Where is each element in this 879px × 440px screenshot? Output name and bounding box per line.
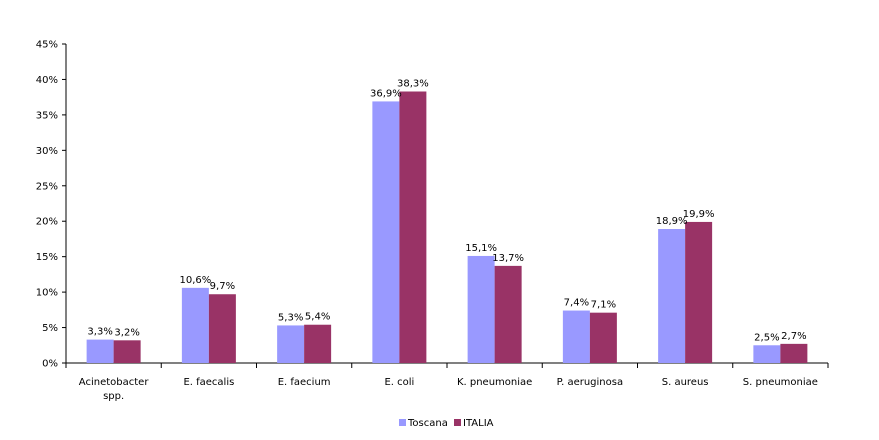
data-label: 13,7% — [492, 253, 524, 264]
bar — [562, 310, 590, 363]
bar — [685, 221, 713, 363]
y-tick-label: 5% — [42, 323, 58, 334]
bar — [467, 255, 495, 363]
y-tick-label: 25% — [36, 181, 58, 192]
legend-swatch — [454, 419, 461, 426]
y-tick-label: 35% — [36, 110, 58, 121]
x-tick-label: K. pneumoniae — [457, 377, 532, 388]
data-label: 3,2% — [114, 327, 139, 338]
data-label: 18,9% — [656, 216, 688, 227]
data-label: 2,5% — [754, 332, 779, 343]
axes: 0% 5% 10% 15% 20% 25% 30% 35% 40% 45% Acinetobacte… — [36, 40, 829, 402]
x-tick-label: E. coli — [384, 377, 414, 388]
bar — [780, 343, 808, 363]
bar — [753, 345, 781, 363]
legend-swatch — [399, 419, 406, 426]
y-tick-label: 15% — [36, 252, 58, 263]
y-tick-label: 20% — [36, 217, 58, 228]
bar — [372, 101, 400, 364]
y-tick-label: 10% — [36, 288, 58, 299]
x-tick-label: E. faecium — [278, 377, 331, 388]
bar — [304, 324, 332, 363]
bar — [589, 312, 617, 363]
data-label: 36,9% — [370, 88, 402, 99]
bar — [113, 340, 141, 363]
data-label: 5,4% — [305, 312, 330, 323]
bar — [494, 265, 522, 363]
legend-label: Toscana — [407, 418, 448, 429]
legend: Toscana ITALIA — [399, 418, 494, 429]
legend-label: ITALIA — [463, 418, 494, 429]
data-label: 9,7% — [210, 281, 235, 292]
data-label: 7,1% — [591, 300, 616, 311]
data-labels: 3,3% 3,2% 10,6%9,7% 5,3% 5,4% 36,9%38,3% 15,1%… — [87, 78, 806, 343]
data-label: 2,7% — [781, 331, 806, 342]
bar — [658, 229, 686, 363]
y-tick-label: 45% — [36, 40, 58, 51]
bar — [181, 287, 209, 363]
y-tick-label: 0% — [42, 359, 58, 370]
bar — [208, 294, 236, 363]
data-label: 5,3% — [278, 312, 303, 323]
data-label: 19,9% — [683, 209, 715, 220]
data-label: 3,3% — [87, 327, 112, 338]
y-tick-label: 30% — [36, 146, 58, 157]
x-tick-label: S. aureus — [662, 377, 709, 388]
x-tick-label: P. aeruginosa — [557, 377, 623, 388]
data-label: 10,6% — [179, 275, 211, 286]
x-tick-label: E. faecalis — [183, 377, 234, 388]
bar — [399, 91, 427, 364]
bars — [86, 91, 808, 364]
bar — [86, 339, 114, 363]
x-tick-label: Acinetobacter spp. — [79, 377, 150, 402]
data-label: 38,3% — [397, 78, 429, 89]
bar — [277, 325, 305, 363]
data-label: 15,1% — [465, 243, 497, 254]
data-label: 7,4% — [564, 298, 589, 309]
y-tick-label: 40% — [36, 75, 58, 86]
x-tick-label: S. pneumoniae — [743, 377, 818, 388]
